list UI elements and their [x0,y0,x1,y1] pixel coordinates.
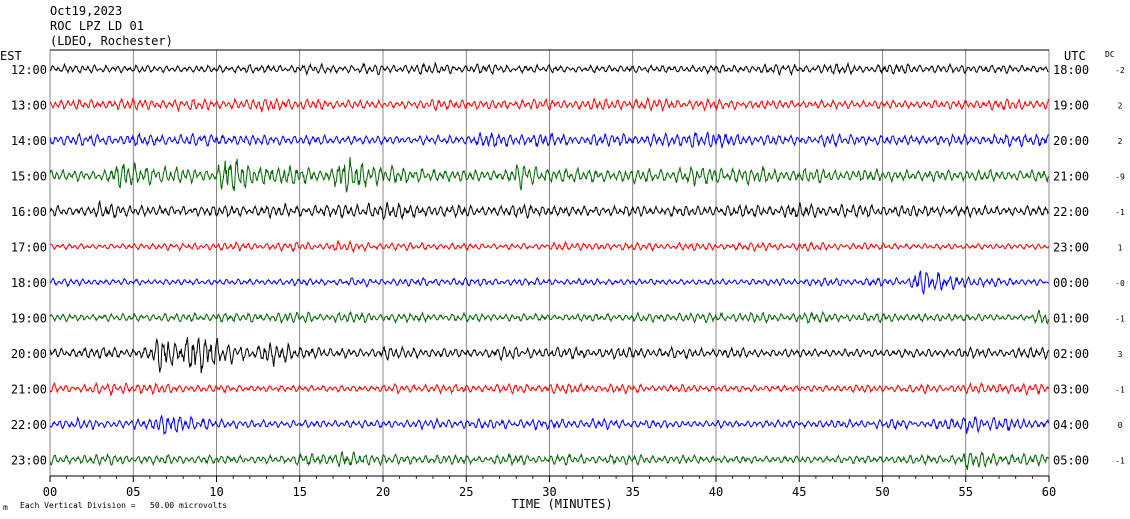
seismic-traces [49,61,1049,470]
x-tick-label: 15 [293,485,307,499]
dc-offset-label: 2 [1118,102,1123,111]
dc-offset-label: 1 [1118,244,1123,253]
trace-1900-est [49,310,1049,325]
scale-note: Each Vertical Division = 50.00 microvolt… [20,501,227,510]
trace-1700-est [49,239,1049,254]
x-tick-label: 30 [542,485,556,499]
est-hour-label: 19:00 [11,312,47,326]
est-hour-label: 14:00 [11,134,47,148]
utc-hour-label: 20:00 [1053,134,1089,148]
row-labels: 12:00 18:00 -2 13:00 19:00 2 14:00 20:00 2 15:00 2… [11,63,1125,468]
trace-1500-est [49,156,1049,194]
dc-column-label: DC [1105,50,1115,59]
x-tick-label: 55 [959,485,973,499]
utc-hour-label: 23:00 [1053,241,1089,255]
est-hour-label: 12:00 [11,63,47,77]
trace-2100-est [49,381,1049,396]
est-hour-label: 18:00 [11,276,47,290]
dc-offset-label: 2 [1118,137,1123,146]
est-hour-label: 20:00 [11,347,47,361]
trace-1600-est [49,199,1049,221]
corner-mark: m [3,503,8,512]
network-label: (LDEO, Rochester) [50,34,173,48]
utc-hour-label: 22:00 [1053,205,1089,219]
dc-offset-label: -2 [1115,66,1125,75]
utc-hour-label: 02:00 [1053,347,1089,361]
utc-hour-label: 21:00 [1053,170,1089,184]
utc-hour-label: 19:00 [1053,99,1089,113]
x-tick-label: 35 [626,485,640,499]
utc-hour-label: 04:00 [1053,418,1089,432]
utc-hour-label: 03:00 [1053,383,1089,397]
est-hour-label: 17:00 [11,241,47,255]
dc-offset-label: -1 [1115,315,1125,324]
est-hour-label: 22:00 [11,418,47,432]
est-axis-label: EST [0,49,22,63]
dc-offset-label: -0 [1115,279,1125,288]
trace-2200-est [49,415,1049,436]
date-label: Oct19,2023 [50,4,123,18]
x-axis-title: TIME (MINUTES) [511,497,612,511]
x-tick-label: 40 [709,485,723,499]
x-tick-label: 25 [459,485,473,499]
x-tick-label: 45 [792,485,806,499]
est-hour-label: 16:00 [11,205,47,219]
time-gridlines [49,50,1050,476]
dc-offset-label: 0 [1118,421,1123,430]
x-tick-label: 00 [43,485,57,499]
dc-offset-label: -1 [1115,457,1125,466]
x-tick-label: 05 [126,485,140,499]
x-tick-label: 10 [209,485,223,499]
x-axis-ticks: 00 05 10 15 20 25 30 35 40 45 50 55 60 [43,476,1056,499]
trace-1300-est [50,96,1049,113]
est-hour-label: 15:00 [11,170,47,184]
trace-1200-est [49,61,1049,77]
utc-axis-label: UTC [1064,49,1086,63]
est-hour-label: 21:00 [11,383,47,397]
station-label: ROC LPZ LD 01 [50,19,144,33]
utc-hour-label: 00:00 [1053,276,1089,290]
trace-1800-est [49,270,1049,295]
dc-offset-label: -1 [1115,208,1125,217]
utc-hour-label: 05:00 [1053,454,1089,468]
trace-1400-est [49,130,1049,149]
est-hour-label: 23:00 [11,454,47,468]
dc-offset-label: 3 [1118,350,1123,359]
trace-2300-est [49,450,1049,470]
dc-offset-label: -9 [1115,173,1125,182]
utc-hour-label: 01:00 [1053,312,1089,326]
utc-hour-label: 18:00 [1053,63,1089,77]
dc-offset-label: -1 [1115,386,1125,395]
x-tick-label: 20 [376,485,390,499]
x-tick-label: 50 [875,485,889,499]
x-tick-label: 60 [1042,485,1056,499]
est-hour-label: 13:00 [11,99,47,113]
trace-2000-est [49,337,1049,374]
